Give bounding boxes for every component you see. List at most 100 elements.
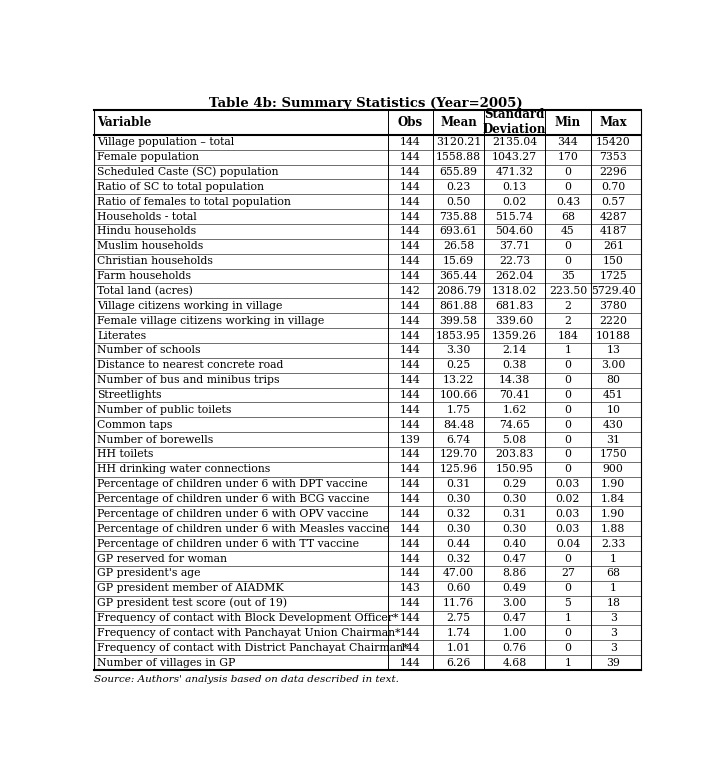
Text: 144: 144	[400, 241, 421, 251]
Text: 655.89: 655.89	[439, 167, 478, 177]
Text: 144: 144	[400, 494, 421, 504]
Text: 144: 144	[400, 524, 421, 534]
Text: 2135.04: 2135.04	[492, 137, 537, 147]
Text: 70.41: 70.41	[499, 390, 530, 400]
Text: Muslim households: Muslim households	[97, 241, 203, 251]
Text: 1: 1	[610, 584, 617, 594]
Text: 0.40: 0.40	[503, 539, 527, 549]
Text: 13: 13	[606, 346, 620, 356]
Text: 0: 0	[564, 375, 571, 385]
Text: 0.25: 0.25	[446, 360, 471, 370]
Text: 0.02: 0.02	[555, 494, 580, 504]
Text: 27: 27	[561, 568, 575, 578]
Text: 0.03: 0.03	[555, 479, 580, 489]
Text: 8.86: 8.86	[503, 568, 527, 578]
Text: 45: 45	[561, 226, 575, 236]
Text: 0.29: 0.29	[503, 479, 527, 489]
Text: 144: 144	[400, 642, 421, 653]
Text: 0: 0	[564, 257, 571, 266]
Text: 1558.88: 1558.88	[436, 152, 481, 162]
Text: 3: 3	[610, 613, 617, 623]
Text: 1.84: 1.84	[601, 494, 625, 504]
Text: Percentage of children under 6 with OPV vaccine: Percentage of children under 6 with OPV …	[97, 509, 368, 519]
Text: Percentage of children under 6 with DPT vaccine: Percentage of children under 6 with DPT …	[97, 479, 368, 489]
Text: 0.57: 0.57	[601, 197, 625, 207]
Text: Ratio of females to total population: Ratio of females to total population	[97, 197, 291, 207]
Text: 0.32: 0.32	[446, 553, 471, 563]
Text: 0.44: 0.44	[446, 539, 471, 549]
Text: 1: 1	[610, 553, 617, 563]
Text: Frequency of contact with District Panchayat Chairman*: Frequency of contact with District Panch…	[97, 642, 408, 653]
Text: 144: 144	[400, 479, 421, 489]
Text: 6.74: 6.74	[446, 435, 471, 445]
Text: 2086.79: 2086.79	[436, 286, 481, 296]
Text: 0.32: 0.32	[446, 509, 471, 519]
Text: 0: 0	[564, 241, 571, 251]
Text: 693.61: 693.61	[439, 226, 478, 236]
Text: 144: 144	[400, 137, 421, 147]
Text: GP president's age: GP president's age	[97, 568, 201, 578]
Text: Female population: Female population	[97, 152, 199, 162]
Text: 5: 5	[565, 598, 571, 608]
Text: 144: 144	[400, 301, 421, 311]
Text: 0.04: 0.04	[555, 539, 580, 549]
Text: 142: 142	[400, 286, 421, 296]
Text: 144: 144	[400, 568, 421, 578]
Text: 1: 1	[564, 346, 571, 356]
Text: 0.49: 0.49	[503, 584, 527, 594]
Text: 1725: 1725	[600, 271, 627, 281]
Text: Obs: Obs	[398, 115, 423, 129]
Text: Percentage of children under 6 with TT vaccine: Percentage of children under 6 with TT v…	[97, 539, 359, 549]
Text: 0.13: 0.13	[503, 182, 527, 192]
Text: 1853.95: 1853.95	[436, 330, 481, 340]
Text: 68: 68	[606, 568, 620, 578]
Text: Farm households: Farm households	[97, 271, 191, 281]
Text: 22.73: 22.73	[499, 257, 531, 266]
Text: 0.60: 0.60	[446, 584, 471, 594]
Text: Max: Max	[600, 115, 627, 129]
Text: 3: 3	[610, 642, 617, 653]
Text: 681.83: 681.83	[496, 301, 533, 311]
Text: Number of public toilets: Number of public toilets	[97, 405, 231, 415]
Text: 170: 170	[558, 152, 578, 162]
Text: 129.70: 129.70	[439, 449, 478, 460]
Text: 0: 0	[564, 405, 571, 415]
Text: 0: 0	[564, 449, 571, 460]
Text: 35: 35	[561, 271, 575, 281]
Text: 339.60: 339.60	[496, 315, 533, 325]
Text: GP reserved for woman: GP reserved for woman	[97, 553, 227, 563]
Text: 0: 0	[564, 182, 571, 192]
Text: Hindu households: Hindu households	[97, 226, 196, 236]
Text: 15.69: 15.69	[443, 257, 474, 266]
Text: 0: 0	[564, 435, 571, 445]
Text: 144: 144	[400, 449, 421, 460]
Text: 3: 3	[610, 628, 617, 638]
Text: 0.30: 0.30	[446, 524, 471, 534]
Text: 0.03: 0.03	[555, 509, 580, 519]
Text: 0.03: 0.03	[555, 524, 580, 534]
Text: 1750: 1750	[600, 449, 627, 460]
Text: 399.58: 399.58	[439, 315, 478, 325]
Text: 2.75: 2.75	[446, 613, 471, 623]
Text: 0.47: 0.47	[503, 553, 527, 563]
Text: 1: 1	[564, 658, 571, 667]
Text: Total land (acres): Total land (acres)	[97, 286, 193, 296]
Text: 1.88: 1.88	[601, 524, 625, 534]
Text: Literates: Literates	[97, 330, 146, 340]
Text: 7353: 7353	[600, 152, 627, 162]
Text: Scheduled Caste (SC) population: Scheduled Caste (SC) population	[97, 167, 278, 177]
Text: 1318.02: 1318.02	[492, 286, 537, 296]
Text: 0: 0	[564, 420, 571, 429]
Text: 144: 144	[400, 257, 421, 266]
Text: 144: 144	[400, 464, 421, 474]
Text: 0: 0	[564, 642, 571, 653]
Text: Village population – total: Village population – total	[97, 137, 234, 147]
Text: 150.95: 150.95	[496, 464, 533, 474]
Text: 144: 144	[400, 628, 421, 638]
Text: 5729.40: 5729.40	[591, 286, 635, 296]
Text: Frequency of contact with Block Development Officer*: Frequency of contact with Block Developm…	[97, 613, 398, 623]
Text: 2: 2	[564, 301, 571, 311]
Text: 0.38: 0.38	[503, 360, 527, 370]
Text: 735.88: 735.88	[439, 212, 478, 222]
Text: 1.90: 1.90	[601, 509, 625, 519]
